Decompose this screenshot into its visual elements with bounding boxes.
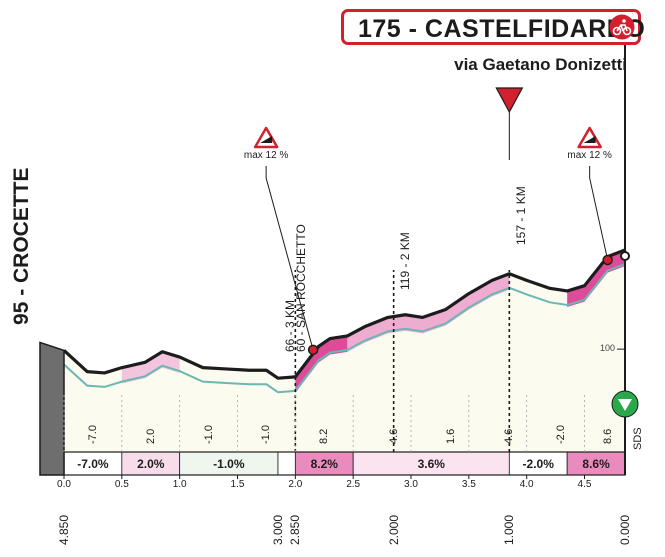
x-tick-label: 3.5 — [461, 479, 476, 490]
start-pillar — [39, 341, 65, 476]
gradient-segment — [277, 451, 296, 476]
km-gradient-label: -1.0 — [260, 425, 273, 444]
segment-gradient-label: -2.0% — [522, 456, 554, 471]
x-tick-label: 1.0 — [172, 479, 187, 490]
waypoint-label: 60 - SAN ROCCHETTO — [294, 224, 309, 352]
km-gradient-label: 1.6 — [445, 428, 458, 444]
finish-point — [620, 251, 630, 261]
slope-glyph — [260, 136, 273, 143]
climb-max-label: max 12 % — [243, 150, 289, 161]
x-tick-label: 0.0 — [57, 479, 71, 490]
km-gradient-label: 4.6 — [387, 428, 400, 444]
warning-triangle — [253, 126, 279, 149]
flamme-rouge-icon — [495, 87, 524, 114]
segment-gradient-label: -1.0% — [213, 456, 245, 471]
x-tick-label: 2.5 — [346, 479, 361, 490]
segment-gradient-label: 8.2% — [310, 456, 338, 471]
waypoint-label: 119 - 2 KM — [398, 232, 413, 290]
km-gradient-label: -7.0 — [86, 425, 99, 444]
waypoint-label: 157 - 1 KM — [513, 186, 528, 245]
remaining-distance-label: 3.000 — [270, 514, 285, 545]
climb-leader-line — [589, 166, 609, 261]
segment-gradient-label: -7.0% — [77, 456, 109, 471]
km-gradient-label: 8.2 — [318, 428, 331, 444]
x-tick-label: 4.0 — [519, 479, 534, 490]
finish-title: 175 - CASTELFIDARDO — [358, 15, 646, 43]
km-gradient-label: 8.6 — [601, 428, 614, 444]
km-gradient-label: 4.6 — [503, 428, 516, 444]
segment-gradient-label: 3.6% — [417, 456, 445, 471]
profile-lower-line — [63, 263, 626, 394]
icon-layer — [253, 87, 639, 418]
x-tick-label: 0.5 — [114, 479, 129, 490]
remaining-distance-label: 4.850 — [57, 514, 71, 545]
x-tick-label: 4.5 — [577, 479, 592, 490]
remaining-distance-label: 1.000 — [502, 514, 517, 545]
remaining-distance-label: 2.850 — [288, 514, 303, 545]
climb-point — [602, 254, 613, 266]
climb-ribbon — [121, 351, 180, 384]
cyclist-icon — [609, 14, 635, 40]
finish-box: 175 - CASTELFIDARDO — [341, 9, 645, 45]
remaining-distance-label: 0.000 — [618, 514, 632, 545]
altitude-tick-label: 100 — [600, 343, 616, 354]
x-tick-label: 3.0 — [404, 479, 418, 490]
km-gradient-label: -2.0 — [555, 425, 568, 444]
segment-gradient-label: 2.0% — [137, 456, 165, 471]
km-gradient-label: 2.0 — [144, 428, 157, 444]
start-label: 95 - CROCETTE — [10, 167, 33, 325]
sds-green-icon — [611, 390, 639, 418]
profile-top-line — [62, 248, 626, 380]
steep-warning-icon — [253, 126, 279, 149]
climb-max-label: max 12 % — [567, 150, 612, 161]
x-tick-label: 2.0 — [288, 479, 303, 490]
remaining-distance-label: 2.000 — [386, 514, 401, 545]
sds-label: SDS — [632, 427, 644, 450]
slope-glyph — [583, 136, 596, 143]
climb-leader-line — [265, 166, 314, 350]
steep-warning-icon — [577, 126, 602, 149]
climb-point — [307, 344, 319, 356]
km-gradient-label: -1.0 — [202, 425, 215, 444]
finish-subtitle: via Gaetano Donizetti — [454, 55, 627, 74]
climb-ribbon — [295, 335, 348, 393]
sds-arrow — [618, 399, 632, 411]
segment-gradient-label: 8.6% — [582, 456, 610, 471]
warning-triangle — [577, 126, 602, 149]
x-tick-label: 1.5 — [230, 479, 245, 490]
